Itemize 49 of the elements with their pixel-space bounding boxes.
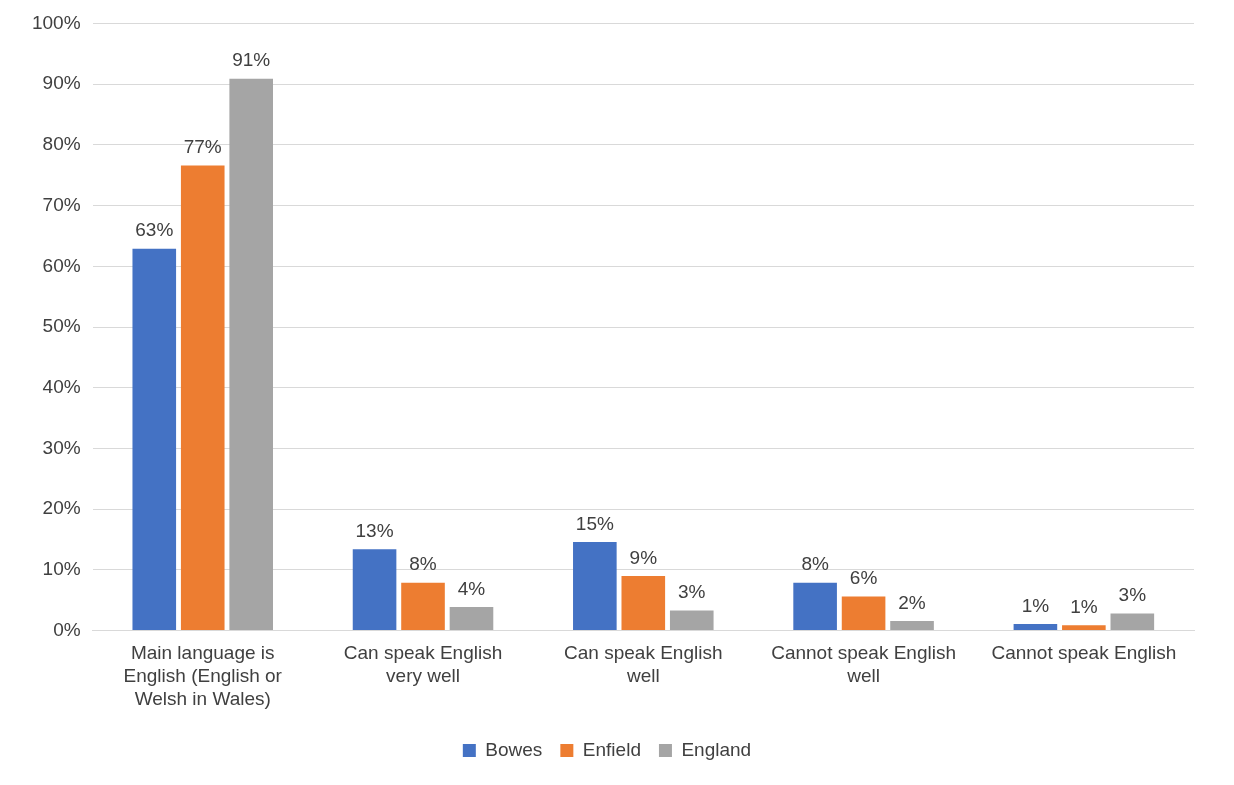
data-label: 15% [575, 512, 614, 534]
bar [449, 606, 494, 631]
bar [669, 610, 714, 631]
x-tick-label: Main language is English (English or Welsh in Wales) [123, 642, 283, 709]
data-label: 91% [232, 49, 271, 71]
data-label: 6% [849, 567, 878, 589]
data-label: 63% [135, 219, 174, 241]
x-tick-label: Cannot speak English well [771, 642, 956, 687]
data-label: 9% [629, 546, 658, 568]
y-tick-label: 40% [42, 375, 81, 397]
bar [890, 620, 934, 631]
data-label: 77% [183, 136, 222, 158]
y-tick-label: 0% [53, 618, 81, 640]
bar [1110, 613, 1155, 631]
bar [132, 248, 177, 631]
y-tick-label: 90% [42, 72, 81, 94]
x-tick-label: Can speak English very well [343, 642, 503, 687]
y-tick-label: 30% [42, 436, 81, 458]
data-label: 1% [1021, 594, 1050, 616]
bar [621, 575, 666, 631]
data-label: 8% [801, 553, 829, 575]
data-label: 3% [1118, 584, 1147, 606]
y-tick-label: 80% [42, 133, 81, 155]
data-label: 1% [1070, 595, 1098, 617]
y-tick-label: 20% [42, 497, 81, 519]
bar [1013, 623, 1058, 631]
y-tick-label: 100% [31, 11, 81, 33]
bar [793, 582, 837, 631]
x-tick-label: Cannot speak English [991, 642, 1177, 664]
bar [1062, 625, 1106, 631]
bar [841, 596, 886, 631]
data-label: 2% [898, 591, 926, 613]
y-tick-label: 60% [42, 254, 81, 276]
data-label: 8% [409, 553, 437, 575]
legend-label: Enfield [582, 738, 641, 760]
bar [573, 541, 617, 631]
legend-label: Bowes [485, 738, 543, 760]
y-tick-label: 70% [42, 193, 81, 215]
x-tick-label: Can speak English well [564, 642, 723, 687]
data-label: 4% [457, 577, 486, 599]
bar [401, 582, 445, 631]
data-label: 13% [355, 519, 394, 541]
legend-label: England [681, 738, 752, 760]
y-tick-label: 10% [42, 558, 81, 580]
y-tick-label: 50% [42, 315, 81, 337]
bar [180, 165, 225, 631]
bar [229, 78, 274, 631]
data-label: 3% [678, 581, 706, 603]
bar [352, 549, 397, 631]
